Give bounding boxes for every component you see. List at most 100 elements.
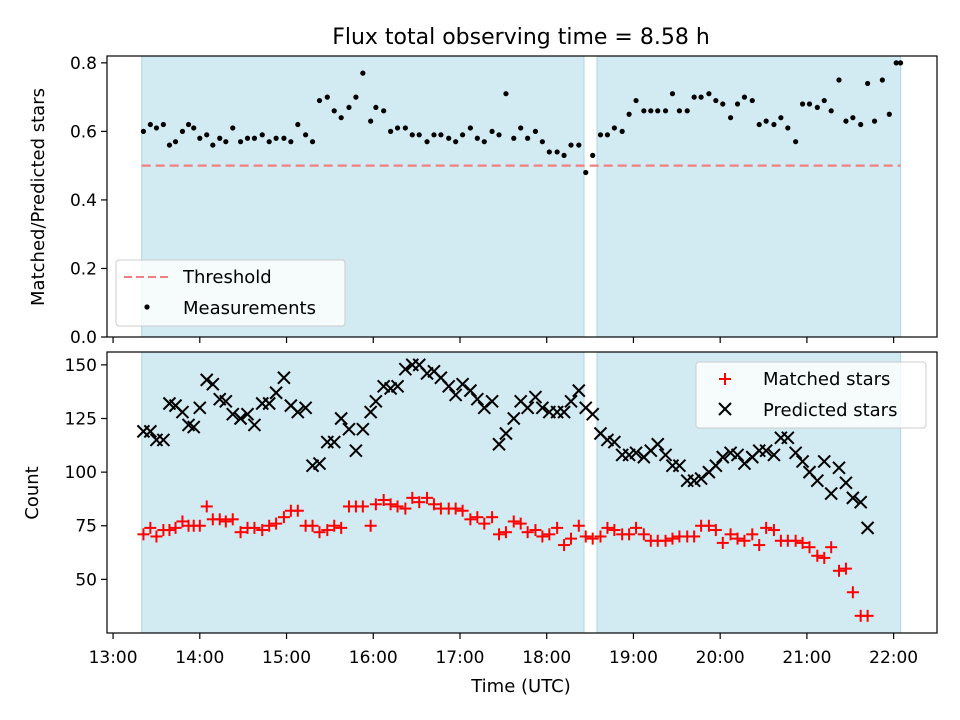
predicted-star-point — [233, 411, 248, 426]
measurement-point — [676, 108, 683, 114]
bottom-y-tick-label: 100 — [65, 463, 97, 483]
measurement-point — [698, 94, 704, 100]
matched-star-point — [825, 541, 838, 554]
predicted-star-point — [607, 435, 622, 449]
predicted-star-point — [716, 450, 730, 464]
measurement-point — [346, 104, 352, 111]
measurement-point — [446, 135, 452, 141]
measurement-point — [554, 149, 560, 155]
measurement-point — [546, 149, 552, 155]
predicted-star-point — [247, 418, 262, 432]
measurement-point — [251, 135, 258, 141]
measurement-point — [858, 121, 864, 128]
measurement-point — [288, 139, 294, 145]
measurement-point — [597, 132, 604, 138]
predicted-star-point — [463, 383, 478, 398]
measurement-point — [394, 125, 401, 131]
matched-star-point — [137, 528, 150, 541]
bottom-y-axis-label: Count — [22, 466, 43, 519]
matched-star-point — [328, 519, 341, 532]
measurement-point — [611, 125, 617, 131]
measurement-point — [821, 97, 827, 104]
measurement-point — [879, 77, 885, 83]
measurement-point — [467, 125, 473, 131]
matched-star-point — [369, 498, 382, 511]
bottom-y-tick-label: 125 — [65, 409, 97, 429]
predicted-star-point — [390, 379, 405, 394]
matched-star-point — [521, 526, 534, 539]
matched-star-point — [413, 496, 426, 509]
matched-star-point — [471, 511, 484, 524]
matched-star-point — [421, 491, 434, 504]
measurement-point — [741, 94, 748, 100]
measurement-points — [140, 60, 904, 176]
matched-star-point — [364, 519, 377, 532]
x-tick-label: 13:00 — [89, 648, 138, 668]
matched-star-point — [731, 532, 744, 545]
predicted-star-point — [269, 386, 283, 400]
measurement-point — [814, 104, 820, 111]
measurement-point — [368, 118, 374, 124]
measurement-point — [388, 128, 394, 134]
measurement-point — [281, 135, 287, 141]
predicted-star-point — [369, 394, 383, 409]
matched-star-point — [514, 517, 527, 530]
measurement-point — [871, 118, 878, 124]
legend-measurements-swatch — [144, 304, 150, 310]
matched-star-point — [688, 530, 701, 543]
matched-star-point — [384, 498, 397, 511]
matched-star-point — [486, 511, 499, 524]
measurement-point — [727, 115, 734, 121]
top-legend: Threshold Measurements — [115, 259, 346, 327]
bottom-legend: Matched stars Predicted stars — [695, 361, 927, 429]
measurement-point — [720, 101, 726, 107]
measurement-point — [153, 125, 160, 131]
bottom-y-ticks: 50 75 100 125 150 — [65, 356, 107, 590]
measurement-point — [886, 111, 892, 117]
measurement-point — [273, 135, 279, 141]
matched-star-point — [630, 521, 643, 534]
x-tick-label: 20:00 — [696, 648, 745, 668]
measurement-point — [191, 125, 197, 131]
matched-star-point — [150, 530, 163, 543]
measurement-point — [793, 139, 799, 145]
legend-predicted-swatch — [718, 402, 732, 416]
predicted-star-point — [824, 486, 838, 501]
predicted-star-point — [730, 448, 745, 462]
predicted-star-point — [832, 461, 846, 475]
predicted-star-point — [629, 446, 643, 460]
matched-star-point — [789, 534, 802, 547]
matched-star-point — [256, 524, 269, 537]
measurement-point — [496, 132, 502, 138]
x-tick-label: 17:00 — [435, 648, 484, 668]
matched-star-point — [572, 519, 585, 532]
bottom-axes-frame — [106, 351, 938, 634]
predicted-star-point — [535, 401, 550, 415]
measurement-point — [604, 132, 611, 138]
measurement-point — [295, 121, 301, 128]
matched-star-point — [738, 534, 751, 547]
measurement-point — [217, 135, 223, 141]
matched-star-point — [796, 536, 809, 549]
matched-star-point — [565, 532, 578, 545]
measurement-point — [836, 77, 842, 83]
measurement-point — [431, 132, 437, 138]
matched-star-point — [449, 502, 462, 515]
predicted-star-point — [312, 456, 327, 471]
measurement-point — [353, 94, 359, 100]
measurement-point — [648, 108, 654, 114]
measurement-point — [865, 80, 871, 87]
top-y-tick-label: 0.6 — [70, 122, 97, 142]
matched-star-point — [709, 524, 722, 537]
matched-star-point — [213, 513, 226, 526]
measurement-point — [850, 115, 856, 121]
measurement-point — [481, 139, 487, 145]
predicted-star-point — [817, 454, 831, 469]
measurement-point — [771, 121, 777, 128]
predicted-star-point — [767, 448, 781, 462]
measurement-point — [338, 115, 344, 121]
predicted-star-point — [334, 411, 348, 426]
predicted-star-point — [470, 392, 485, 406]
matched-star-point — [558, 539, 571, 552]
top-axes-frame — [106, 55, 938, 338]
